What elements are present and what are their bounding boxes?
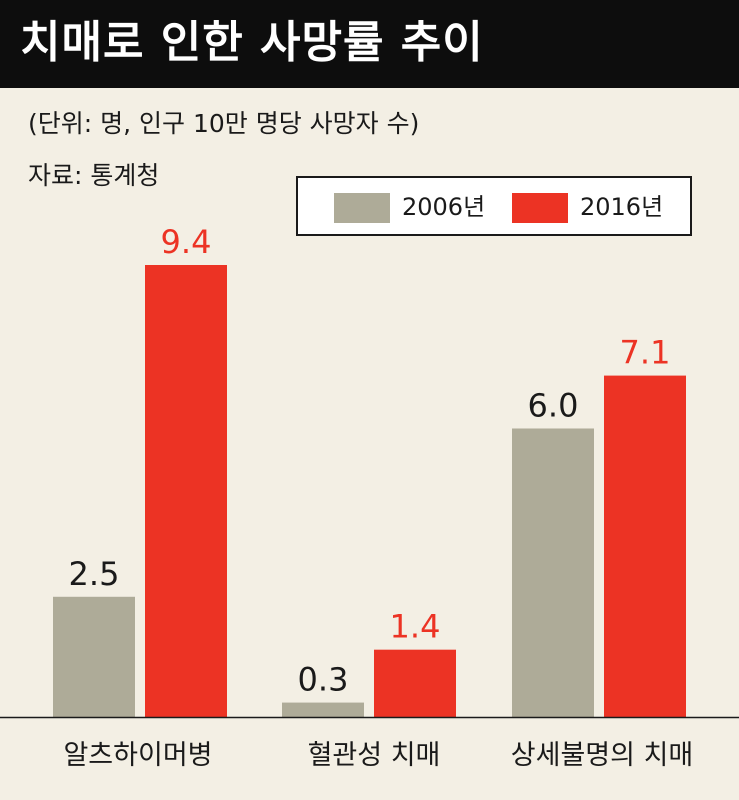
value-label-2006년-0: 2.5 xyxy=(69,555,120,593)
bar-2006년-1 xyxy=(282,702,364,717)
value-label-2016년-2: 7.1 xyxy=(620,334,671,372)
bar-2006년-0 xyxy=(53,596,135,717)
legend-swatch-2006 xyxy=(334,193,390,223)
value-label-2016년-1: 1.4 xyxy=(390,608,441,646)
bar-2016년-2 xyxy=(604,375,686,717)
bar-2006년-2 xyxy=(512,428,594,717)
legend-label-2016: 2016년 xyxy=(580,193,664,221)
title-bar: 치매로 인한 사망률 추이 xyxy=(0,0,739,88)
bar-2016년-0 xyxy=(145,265,227,717)
source-note: 자료: 통계청 xyxy=(28,161,160,190)
legend-label-2006: 2006년 xyxy=(402,193,486,221)
bar-2016년-1 xyxy=(374,649,456,717)
legend: 2006년 2016년 xyxy=(296,176,692,236)
page-title: 치매로 인한 사망률 추이 xyxy=(20,17,484,68)
category-label-1: 혈관성 치매 xyxy=(308,740,441,771)
unit-note: (단위: 명, 인구 10만 명당 사망자 수) xyxy=(28,109,420,138)
value-label-2006년-1: 0.3 xyxy=(298,661,349,699)
value-label-2006년-2: 6.0 xyxy=(528,386,579,424)
category-label-2: 상세불명의 치매 xyxy=(511,740,693,771)
category-label-0: 알츠하이머병 xyxy=(63,740,212,771)
value-label-2016년-0: 9.4 xyxy=(161,223,212,261)
legend-swatch-2016 xyxy=(512,193,568,223)
